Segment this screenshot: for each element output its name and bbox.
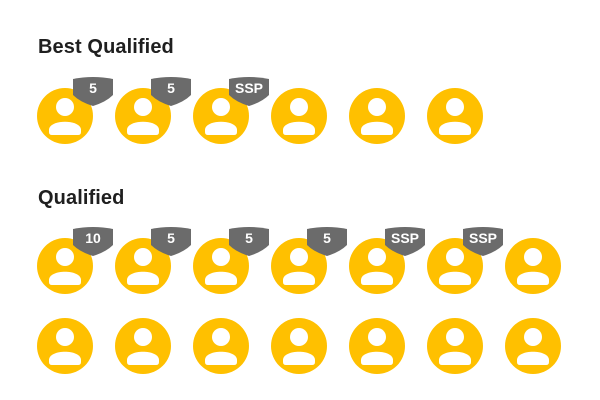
person-icon	[115, 238, 171, 294]
person-icon	[349, 88, 405, 144]
qualification-badge: SSP	[384, 226, 426, 256]
badge-label: SSP	[468, 230, 497, 246]
shield-badge-icon	[463, 227, 503, 256]
person-icon	[505, 238, 561, 294]
person-icon	[427, 88, 483, 144]
candidate-avatar	[427, 88, 483, 144]
badge-label: 5	[323, 230, 331, 246]
badge-label: SSP	[390, 230, 419, 246]
candidate-avatar	[505, 238, 561, 294]
candidate-avatar	[193, 88, 249, 144]
candidate-avatar	[349, 88, 405, 144]
shield-badge-icon	[151, 77, 191, 106]
qualification-badge: 5	[306, 226, 348, 256]
candidate-avatar	[37, 238, 93, 294]
shield-badge-icon	[73, 77, 113, 106]
candidate-avatar	[37, 318, 93, 374]
badge-label: 10	[85, 230, 101, 246]
candidate-avatar	[271, 318, 327, 374]
person-icon	[193, 318, 249, 374]
qualification-badge: SSP	[228, 76, 270, 106]
candidate-avatar	[271, 238, 327, 294]
qualification-badge: 5	[150, 76, 192, 106]
candidate-avatar	[193, 318, 249, 374]
candidate-avatar	[115, 238, 171, 294]
badge-label: 5	[167, 80, 175, 96]
person-icon	[427, 238, 483, 294]
badge-label: 5	[89, 80, 97, 96]
qualification-badge: 5	[150, 226, 192, 256]
qualification-badge: SSP	[462, 226, 504, 256]
person-icon	[427, 318, 483, 374]
person-icon	[115, 88, 171, 144]
candidate-avatar	[115, 88, 171, 144]
person-icon	[349, 318, 405, 374]
person-icon	[271, 238, 327, 294]
person-icon	[271, 318, 327, 374]
person-icon	[115, 318, 171, 374]
candidate-avatar	[37, 88, 93, 144]
candidate-avatar	[271, 88, 327, 144]
person-icon	[193, 238, 249, 294]
qualified-heading: Qualified	[38, 187, 125, 209]
best-qualified-heading: Best Qualified	[38, 36, 174, 58]
person-icon	[505, 318, 561, 374]
badge-label: 5	[245, 230, 253, 246]
qualification-badge: 10	[72, 226, 114, 256]
candidate-avatar	[505, 318, 561, 374]
qualification-badge: 5	[72, 76, 114, 106]
person-icon	[37, 318, 93, 374]
badge-label: SSP	[234, 80, 263, 96]
candidate-avatar	[349, 318, 405, 374]
candidate-avatar	[427, 318, 483, 374]
badge-label: 5	[167, 230, 175, 246]
shield-badge-icon	[307, 227, 347, 256]
person-icon	[271, 88, 327, 144]
shield-badge-icon	[229, 227, 269, 256]
shield-badge-icon	[385, 227, 425, 256]
candidate-avatar	[193, 238, 249, 294]
candidate-avatar	[349, 238, 405, 294]
person-icon	[37, 88, 93, 144]
person-icon	[349, 238, 405, 294]
qualification-badge: 5	[228, 226, 270, 256]
person-icon	[193, 88, 249, 144]
candidate-avatar	[115, 318, 171, 374]
shield-badge-icon	[229, 77, 269, 106]
person-icon	[37, 238, 93, 294]
candidate-avatar	[427, 238, 483, 294]
shield-badge-icon	[151, 227, 191, 256]
shield-badge-icon	[73, 227, 113, 256]
